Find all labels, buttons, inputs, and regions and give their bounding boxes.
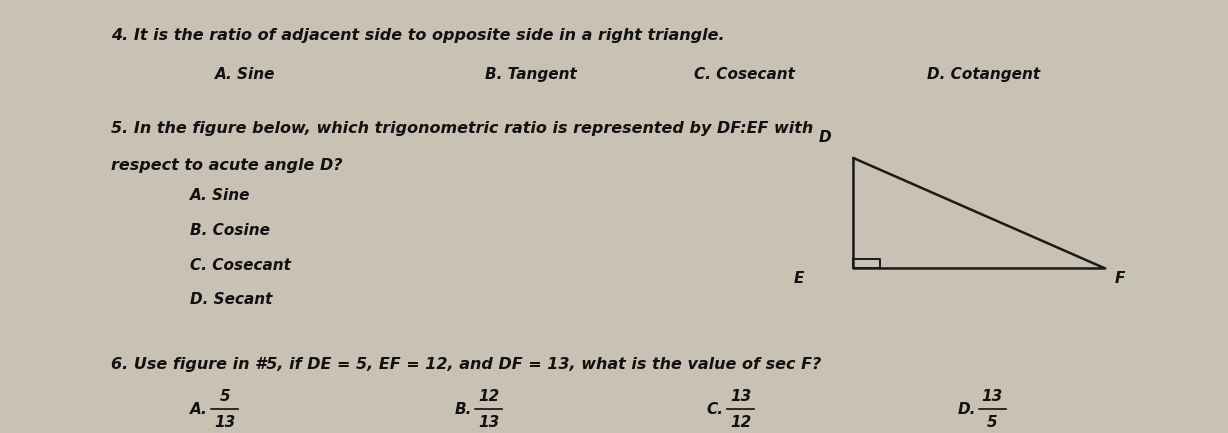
- Text: B.: B.: [454, 402, 472, 417]
- Text: 5: 5: [220, 389, 230, 404]
- Text: D: D: [819, 130, 831, 145]
- Text: C.: C.: [706, 402, 723, 417]
- Text: 5. In the figure below, which trigonometric ratio is represented by DF:EF with: 5. In the figure below, which trigonomet…: [111, 121, 813, 136]
- Text: C. Cosecant: C. Cosecant: [190, 258, 291, 273]
- Text: 4. It is the ratio of adjacent side to opposite side in a right triangle.: 4. It is the ratio of adjacent side to o…: [111, 28, 725, 43]
- Text: E: E: [795, 271, 804, 286]
- Text: 5: 5: [987, 415, 997, 430]
- Text: D. Secant: D. Secant: [190, 292, 273, 307]
- Text: 12: 12: [478, 389, 500, 404]
- Text: respect to acute angle D?: respect to acute angle D?: [111, 158, 343, 173]
- Text: A. Sine: A. Sine: [190, 188, 251, 204]
- Text: B. Cosine: B. Cosine: [190, 223, 270, 238]
- Text: D. Cotangent: D. Cotangent: [927, 67, 1040, 82]
- Text: 13: 13: [729, 389, 752, 404]
- Text: D.: D.: [958, 402, 976, 417]
- Text: C. Cosecant: C. Cosecant: [694, 67, 795, 82]
- Text: A. Sine: A. Sine: [215, 67, 275, 82]
- Text: A.: A.: [190, 402, 208, 417]
- Text: 13: 13: [214, 415, 236, 430]
- Text: F: F: [1115, 271, 1125, 286]
- Text: 13: 13: [478, 415, 500, 430]
- Text: 6. Use figure in #5, if DE = 5, EF = 12, and DF = 13, what is the value of sec F: 6. Use figure in #5, if DE = 5, EF = 12,…: [111, 357, 820, 372]
- Text: B. Tangent: B. Tangent: [485, 67, 577, 82]
- Text: 13: 13: [981, 389, 1003, 404]
- Text: 12: 12: [729, 415, 752, 430]
